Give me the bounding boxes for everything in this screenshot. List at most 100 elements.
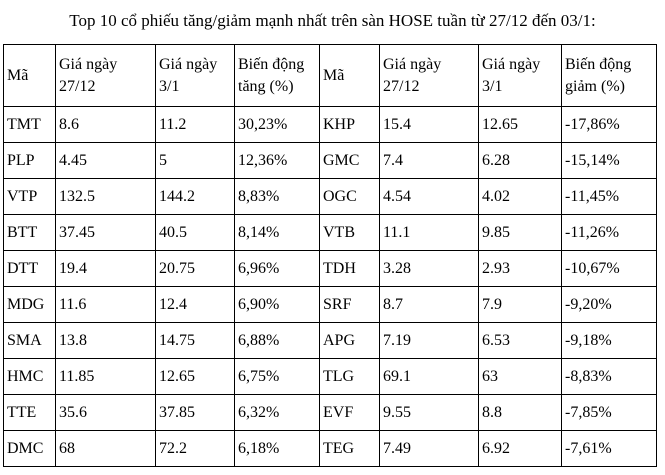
gainer-price-0301-cell: 37.85 <box>155 394 235 431</box>
gainer-price-2712-cell: 11.6 <box>55 286 156 323</box>
gainer-change-pct-cell: 8,14% <box>234 214 320 251</box>
loser-price-2712-cell: 9.55 <box>379 394 479 431</box>
loser-change-pct-cell: -15,14% <box>561 142 657 179</box>
loser-change-pct-cell: -7,85% <box>561 394 657 431</box>
gainer-price-2712-cell: 37.45 <box>55 214 156 251</box>
table-row: TMT 8.6 11.2 30,23% KHP 15.4 12.65 -17,86% <box>3 106 657 143</box>
gainer-price-0301-cell: 20.75 <box>155 250 235 287</box>
loser-ticker-cell: TLG <box>319 358 380 395</box>
table-row: HMC 11.85 12.65 6,75% TLG 69.1 63 -8,83% <box>3 358 657 395</box>
loser-ticker-cell: TEG <box>319 430 380 467</box>
loser-ticker-cell: OGC <box>319 178 380 215</box>
gainer-price-2712-cell: 35.6 <box>55 394 156 431</box>
loser-price-0301-cell: 12.65 <box>478 106 562 143</box>
column-header-loser-ticker: Mã <box>319 44 380 107</box>
gainer-price-0301-cell: 144.2 <box>155 178 235 215</box>
gainer-price-2712-cell: 13.8 <box>55 322 156 359</box>
stock-table: Mã Giá ngày 27/12 Giá ngày 3/1 Biến động tă… <box>3 44 657 467</box>
loser-change-pct-cell: -10,67% <box>561 250 657 287</box>
loser-price-2712-cell: 8.7 <box>379 286 479 323</box>
gainer-price-0301-cell: 14.75 <box>155 322 235 359</box>
loser-change-pct-cell: -11,45% <box>561 178 657 215</box>
gainer-ticker-cell: SMA <box>3 322 56 359</box>
loser-price-0301-cell: 6.28 <box>478 142 562 179</box>
gainer-ticker-cell: BTT <box>3 214 56 251</box>
table-row: DMC 68 72.2 6,18% TEG 7.49 6.92 -7,61% <box>3 430 657 467</box>
table-row: BTT 37.45 40.5 8,14% VTB 11.1 9.85 -11,26% <box>3 214 657 251</box>
gainer-change-pct-cell: 12,36% <box>234 142 320 179</box>
loser-change-pct-cell: -8,83% <box>561 358 657 395</box>
loser-price-2712-cell: 7.49 <box>379 430 479 467</box>
gainer-ticker-cell: MDG <box>3 286 56 323</box>
table-row: DTT 19.4 20.75 6,96% TDH 3.28 2.93 -10,67% <box>3 250 657 287</box>
gainer-price-2712-cell: 8.6 <box>55 106 156 143</box>
loser-ticker-cell: TDH <box>319 250 380 287</box>
gainer-change-pct-cell: 6,18% <box>234 430 320 467</box>
loser-price-0301-cell: 4.02 <box>478 178 562 215</box>
loser-ticker-cell: VTB <box>319 214 380 251</box>
gainer-price-2712-cell: 68 <box>55 430 156 467</box>
gainer-ticker-cell: VTP <box>3 178 56 215</box>
column-header-loser-price-2712: Giá ngày 27/12 <box>379 44 479 107</box>
loser-ticker-cell: KHP <box>319 106 380 143</box>
loser-price-0301-cell: 6.53 <box>478 322 562 359</box>
gainer-price-2712-cell: 4.45 <box>55 142 156 179</box>
table-row: VTP 132.5 144.2 8,83% OGC 4.54 4.02 -11,45% <box>3 178 657 215</box>
page-title: Top 10 cổ phiếu tăng/giảm mạnh nhất trên… <box>69 11 596 30</box>
loser-ticker-cell: SRF <box>319 286 380 323</box>
loser-ticker-cell: EVF <box>319 394 380 431</box>
loser-change-pct-cell: -11,26% <box>561 214 657 251</box>
gainer-price-0301-cell: 40.5 <box>155 214 235 251</box>
table-row: TTE 35.6 37.85 6,32% EVF 9.55 8.8 -7,85% <box>3 394 657 431</box>
gainer-change-pct-cell: 30,23% <box>234 106 320 143</box>
loser-price-2712-cell: 4.54 <box>379 178 479 215</box>
gainer-price-0301-cell: 12.65 <box>155 358 235 395</box>
loser-ticker-cell: GMC <box>319 142 380 179</box>
loser-price-2712-cell: 7.19 <box>379 322 479 359</box>
column-header-gainer-change-pct: Biến động tăng (%) <box>234 44 320 107</box>
loser-price-0301-cell: 8.8 <box>478 394 562 431</box>
gainer-ticker-cell: DMC <box>3 430 56 467</box>
loser-ticker-cell: APG <box>319 322 380 359</box>
gainer-price-2712-cell: 19.4 <box>55 250 156 287</box>
gainer-price-0301-cell: 12.4 <box>155 286 235 323</box>
table-header-row: Mã Giá ngày 27/12 Giá ngày 3/1 Biến động tă… <box>3 44 657 107</box>
loser-change-pct-cell: -9,20% <box>561 286 657 323</box>
column-header-loser-price-0301: Giá ngày 3/1 <box>478 44 562 107</box>
gainer-price-0301-cell: 11.2 <box>155 106 235 143</box>
loser-price-0301-cell: 63 <box>478 358 562 395</box>
loser-price-0301-cell: 9.85 <box>478 214 562 251</box>
table-row: SMA 13.8 14.75 6,88% APG 7.19 6.53 -9,18% <box>3 322 657 359</box>
loser-price-2712-cell: 11.1 <box>379 214 479 251</box>
column-header-gainer-ticker: Mã <box>3 44 56 107</box>
loser-price-2712-cell: 15.4 <box>379 106 479 143</box>
gainer-price-2712-cell: 132.5 <box>55 178 156 215</box>
gainer-change-pct-cell: 6,75% <box>234 358 320 395</box>
table-row: MDG 11.6 12.4 6,90% SRF 8.7 7.9 -9,20% <box>3 286 657 323</box>
loser-price-0301-cell: 2.93 <box>478 250 562 287</box>
loser-price-0301-cell: 7.9 <box>478 286 562 323</box>
gainer-price-0301-cell: 5 <box>155 142 235 179</box>
gainer-ticker-cell: DTT <box>3 250 56 287</box>
column-header-gainer-price-0301: Giá ngày 3/1 <box>155 44 235 107</box>
table-row: PLP 4.45 5 12,36% GMC 7.4 6.28 -15,14% <box>3 142 657 179</box>
loser-price-0301-cell: 6.92 <box>478 430 562 467</box>
loser-price-2712-cell: 69.1 <box>379 358 479 395</box>
gainer-change-pct-cell: 6,90% <box>234 286 320 323</box>
gainer-change-pct-cell: 6,96% <box>234 250 320 287</box>
column-header-gainer-price-2712: Giá ngày 27/12 <box>55 44 156 107</box>
gainer-price-2712-cell: 11.85 <box>55 358 156 395</box>
gainer-ticker-cell: HMC <box>3 358 56 395</box>
gainer-price-0301-cell: 72.2 <box>155 430 235 467</box>
gainer-ticker-cell: TTE <box>3 394 56 431</box>
gainer-ticker-cell: PLP <box>3 142 56 179</box>
gainer-change-pct-cell: 6,32% <box>234 394 320 431</box>
stock-table-header: Mã Giá ngày 27/12 Giá ngày 3/1 Biến động tă… <box>3 44 657 107</box>
loser-change-pct-cell: -7,61% <box>561 430 657 467</box>
gainer-change-pct-cell: 8,83% <box>234 178 320 215</box>
loser-change-pct-cell: -9,18% <box>561 322 657 359</box>
gainer-ticker-cell: TMT <box>3 106 56 143</box>
loser-price-2712-cell: 7.4 <box>379 142 479 179</box>
column-header-loser-change-pct: Biến động giảm (%) <box>561 44 657 107</box>
gainer-change-pct-cell: 6,88% <box>234 322 320 359</box>
